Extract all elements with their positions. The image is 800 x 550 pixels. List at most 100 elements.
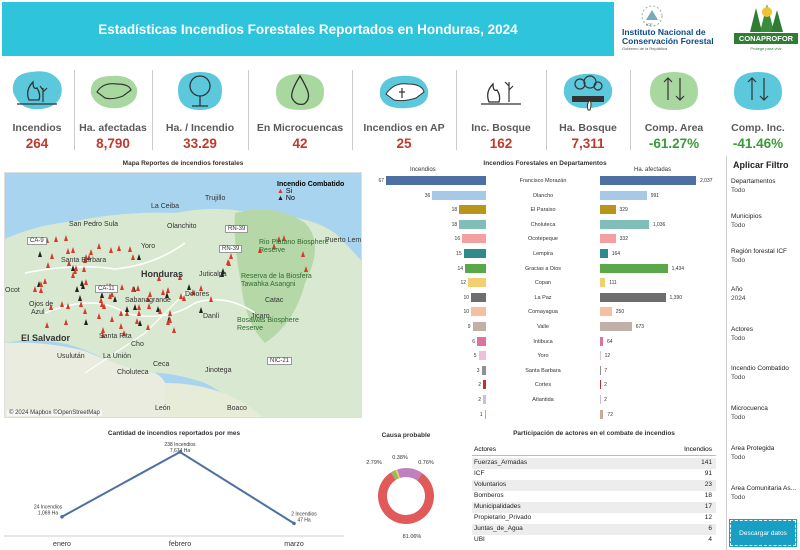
fire-marker-icon[interactable] — [127, 246, 132, 253]
department-row[interactable]: 14 Gracias a Dios 1,434 — [370, 263, 720, 275]
department-row[interactable]: 1 72 — [370, 409, 720, 421]
filter-departamentos[interactable]: Departamentos Todo — [731, 178, 800, 194]
fire-marker-icon[interactable] — [60, 300, 65, 307]
fire-marker-icon[interactable] — [145, 324, 150, 331]
fire-marker-icon[interactable] — [282, 235, 287, 242]
filter-municipios[interactable]: Municipios Todo — [731, 213, 800, 229]
fire-marker-icon[interactable] — [108, 247, 113, 254]
fire-marker-icon[interactable] — [208, 295, 213, 302]
fire-marker-icon[interactable] — [146, 296, 151, 303]
filter-value[interactable]: Todo — [731, 494, 746, 501]
department-row[interactable]: 18 Choluteca 1,036 — [370, 219, 720, 231]
department-row[interactable]: 2 Atlantida 2 — [370, 394, 720, 406]
filter-microcuenca[interactable]: Microcuenca Todo — [731, 405, 800, 421]
fire-marker-icon[interactable] — [120, 284, 125, 291]
fire-marker-icon[interactable] — [155, 305, 160, 312]
fire-marker-icon[interactable] — [301, 250, 306, 257]
filter-value[interactable]: Todo — [731, 414, 746, 421]
fire-marker-icon[interactable] — [147, 290, 152, 297]
fire-marker-icon[interactable] — [156, 275, 161, 282]
filter-incendio-combatido[interactable]: Incendio Combatido Todo — [731, 365, 800, 381]
department-row[interactable]: 36 Olancho 991 — [370, 190, 720, 202]
fire-marker-icon[interactable] — [101, 331, 106, 338]
department-row[interactable]: 10 La Paz 1,390 — [370, 292, 720, 304]
fire-marker-icon[interactable] — [136, 284, 141, 291]
fire-marker-icon[interactable] — [257, 247, 262, 254]
fire-marker-icon[interactable] — [125, 309, 130, 316]
fire-marker-icon[interactable] — [199, 285, 204, 292]
pie-slice[interactable] — [397, 468, 423, 481]
fire-marker-icon[interactable] — [53, 236, 58, 243]
fire-marker-icon[interactable] — [86, 254, 91, 261]
fire-marker-icon[interactable] — [122, 329, 127, 336]
fire-marker-icon[interactable] — [147, 302, 152, 309]
fire-marker-icon[interactable] — [43, 277, 48, 284]
fire-marker-icon[interactable] — [65, 248, 70, 255]
filter-value[interactable]: Todo — [731, 222, 746, 229]
fire-marker-icon[interactable] — [64, 319, 69, 326]
department-row[interactable]: 12 Copan 111 — [370, 277, 720, 289]
fire-marker-icon[interactable] — [70, 272, 75, 279]
fire-marker-icon[interactable] — [97, 313, 102, 320]
actor-row[interactable]: Municipalidades 17 — [472, 502, 716, 513]
fire-marker-icon[interactable] — [124, 306, 129, 313]
fire-marker-icon[interactable] — [74, 285, 79, 292]
line-point[interactable] — [292, 521, 296, 526]
actor-row[interactable]: Juntas_de_Agua 6 — [472, 524, 716, 535]
department-row[interactable]: 2 Cortes 2 — [370, 379, 720, 391]
pie-slice[interactable] — [390, 470, 399, 481]
fire-marker-icon[interactable] — [66, 303, 71, 310]
filter-value[interactable]: Todo — [731, 257, 746, 264]
fire-marker-icon[interactable] — [229, 253, 234, 259]
fire-marker-icon[interactable] — [48, 304, 53, 311]
fire-marker-icon[interactable] — [73, 264, 78, 271]
actor-row[interactable]: Fuerzas_Armadas 141 — [472, 458, 716, 469]
fire-marker-icon[interactable] — [118, 322, 123, 329]
department-row[interactable]: 9 Valle 673 — [370, 321, 720, 333]
fire-marker-icon[interactable] — [303, 265, 308, 272]
fire-marker-icon[interactable] — [136, 254, 141, 261]
fire-marker-icon[interactable] — [71, 246, 76, 253]
fire-marker-icon[interactable] — [157, 308, 162, 315]
fire-marker-icon[interactable] — [38, 280, 43, 287]
fire-marker-icon[interactable] — [38, 286, 43, 293]
filter-actores[interactable]: Actores Todo — [731, 326, 800, 342]
fire-marker-icon[interactable] — [81, 265, 86, 272]
fire-marker-icon[interactable] — [277, 236, 282, 243]
department-row[interactable]: 67 Francisco Morazán 2,037 — [370, 175, 720, 187]
fire-marker-icon[interactable] — [220, 270, 225, 277]
fire-marker-icon[interactable] — [165, 286, 170, 293]
department-row[interactable]: 16 Ocotepeque 332 — [370, 233, 720, 245]
fire-marker-icon[interactable] — [134, 318, 139, 325]
fire-marker-icon[interactable] — [226, 258, 231, 265]
department-row[interactable]: 15 Lempira 164 — [370, 248, 720, 260]
fire-marker-icon[interactable] — [49, 253, 54, 260]
fire-marker-icon[interactable] — [198, 307, 203, 314]
fire-marker-icon[interactable] — [64, 235, 69, 242]
pie-slice[interactable] — [395, 469, 400, 479]
fire-marker-icon[interactable] — [99, 296, 104, 303]
fire-marker-icon[interactable] — [133, 303, 138, 310]
actor-row[interactable]: Propietario_Privado 12 — [472, 513, 716, 524]
fire-marker-icon[interactable] — [187, 284, 192, 291]
filter-value[interactable]: Todo — [731, 374, 746, 381]
fire-marker-icon[interactable] — [272, 242, 277, 249]
fire-marker-icon[interactable] — [119, 310, 124, 317]
map-legend-no[interactable]: ▲ No — [277, 195, 344, 202]
department-row[interactable]: 10 Comayagua 250 — [370, 306, 720, 318]
filter--rea-comunitaria-as-[interactable]: Área Comunitaria As... Todo — [731, 485, 800, 501]
fire-marker-icon[interactable] — [130, 285, 135, 292]
fire-marker-icon[interactable] — [37, 251, 42, 258]
fire-marker-icon[interactable] — [112, 295, 117, 302]
department-row[interactable]: 3 Santa Barbara 7 — [370, 365, 720, 377]
fire-marker-icon[interactable] — [100, 292, 105, 299]
fire-marker-icon[interactable] — [137, 304, 142, 311]
fire-marker-icon[interactable] — [182, 295, 187, 302]
fire-marker-icon[interactable] — [108, 293, 113, 299]
fire-marker-icon[interactable] — [130, 253, 135, 260]
department-row[interactable]: 5 Yoro 12 — [370, 350, 720, 362]
fire-marker-icon[interactable] — [101, 303, 106, 310]
fire-marker-icon[interactable] — [96, 243, 101, 250]
fire-marker-icon[interactable] — [32, 285, 37, 292]
fire-marker-icon[interactable] — [83, 256, 88, 263]
